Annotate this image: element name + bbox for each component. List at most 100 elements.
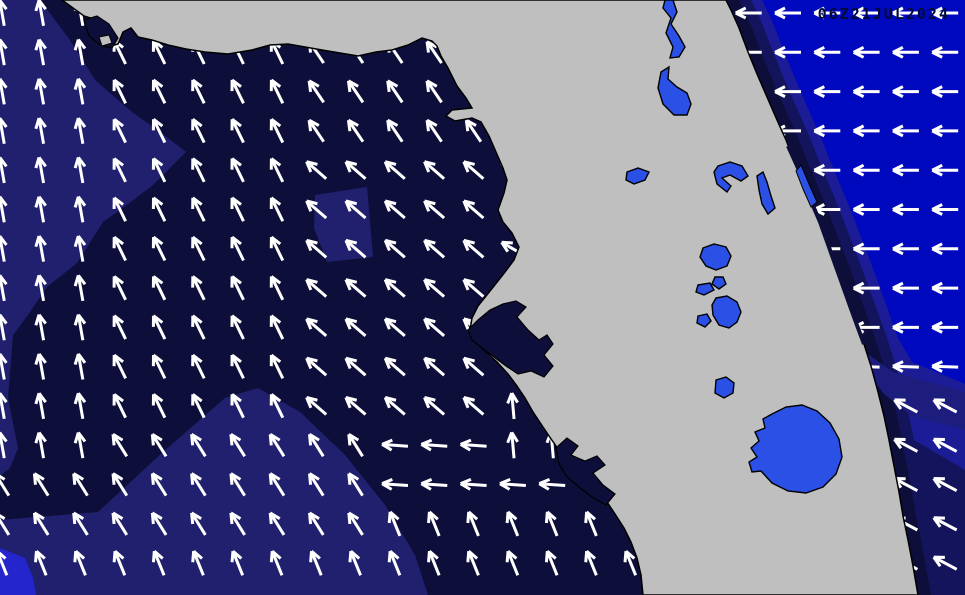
wind-arrow <box>931 321 959 334</box>
wind-arrow <box>423 199 446 220</box>
wind-arrow <box>230 275 245 301</box>
wind-arrow <box>73 392 87 420</box>
lake-hook <box>713 161 749 194</box>
wind-arrow <box>423 396 446 416</box>
wind-arrow <box>774 45 801 59</box>
wind-arrow <box>892 163 919 177</box>
wind-arrow <box>347 472 364 497</box>
wind-arrow <box>230 393 245 419</box>
wind-arrow <box>73 353 87 380</box>
wind-arrow <box>151 39 167 65</box>
wind-arrow <box>34 353 47 380</box>
wind-arrow <box>852 6 880 20</box>
wind-arrow <box>34 117 47 144</box>
wind-arrow <box>931 203 959 216</box>
wind-arrow <box>931 124 959 138</box>
wind-arrow <box>269 550 284 576</box>
wind-arrow <box>932 437 958 453</box>
wind-arrow <box>269 314 285 340</box>
wind-arrow <box>506 392 519 420</box>
wind-arrow <box>191 78 206 104</box>
wind-arrow <box>0 156 8 184</box>
wind-arrow <box>892 321 919 334</box>
wind-arrow <box>462 199 485 220</box>
wind-arrow <box>230 118 245 144</box>
wind-arrow <box>112 118 127 144</box>
wind-arrow <box>813 6 841 20</box>
wind-arrow <box>34 77 47 105</box>
wind-arrow <box>931 360 959 373</box>
charlotte-harbor <box>555 437 616 506</box>
wind-arrow <box>229 511 246 536</box>
wind-arrow <box>0 77 8 105</box>
tampa-bay <box>467 300 554 378</box>
wind-arrow <box>230 550 245 576</box>
wind-arrow <box>506 431 519 459</box>
wind-arrow <box>0 117 8 144</box>
wind-arrow <box>932 555 958 571</box>
lake-sliver <box>756 170 776 216</box>
wind-arrow <box>0 0 8 27</box>
wind-arrow <box>383 356 406 377</box>
wind-arrow <box>347 432 364 458</box>
wind-arrow <box>505 550 520 576</box>
wind-arrow <box>305 356 328 377</box>
wind-arrow <box>892 85 919 98</box>
wind-arrow <box>499 478 526 491</box>
wind-arrow <box>151 275 167 301</box>
wind-arrow <box>344 278 367 298</box>
florida-landmass <box>60 0 919 595</box>
wind-arrow <box>735 6 762 20</box>
wind-arrow <box>931 45 959 59</box>
wind-arrow <box>112 78 127 104</box>
wind-arrow <box>774 6 801 20</box>
wind-arrow <box>892 242 919 256</box>
wind-arrow <box>190 511 207 536</box>
wind-arrow <box>584 510 598 537</box>
wind-arrow <box>813 124 841 138</box>
wind-arrow <box>346 79 365 104</box>
wind-arrow <box>151 196 167 222</box>
wind-arrow <box>305 160 328 180</box>
wind-arrow <box>305 317 328 338</box>
wind-arrow <box>73 431 87 459</box>
wind-arrow <box>892 360 919 373</box>
wind-arrow <box>423 238 446 259</box>
wind-arrow <box>151 550 166 576</box>
wind-arrow <box>34 156 47 184</box>
wind-arrow <box>344 317 367 338</box>
wind-arrow <box>112 393 127 419</box>
lake-comma <box>699 243 732 271</box>
wind-arrow <box>462 396 485 416</box>
wind-arrow <box>150 472 168 497</box>
wind-arrow <box>34 235 47 262</box>
wind-arrow <box>931 6 959 20</box>
wind-arrow <box>151 314 167 340</box>
wind-arrow <box>459 478 487 491</box>
wind-arrow <box>269 353 285 380</box>
lake-george <box>657 65 692 116</box>
wind-arrow <box>269 118 285 144</box>
wind-arrow <box>383 317 406 338</box>
wind-arrow <box>305 278 328 298</box>
wind-arrow <box>423 278 446 298</box>
wind-arrow <box>931 85 959 98</box>
wind-arrow <box>813 85 841 98</box>
wind-arrow <box>544 510 559 537</box>
wind-arrow <box>423 317 446 338</box>
wind-arrow <box>151 235 167 262</box>
wind-arrow <box>34 274 47 302</box>
wind-arrow <box>112 275 127 301</box>
wind-arrow <box>308 511 325 536</box>
gulf-bright-corner-patch <box>0 548 36 595</box>
wind-arrow <box>111 472 129 497</box>
wind-arrow <box>230 353 245 380</box>
wind-arrow <box>425 118 443 143</box>
wind-arrow <box>73 274 87 302</box>
wind-arrow <box>813 45 841 59</box>
wind-arrow <box>268 511 286 536</box>
wind-arrow <box>0 274 8 302</box>
wind-arrow <box>307 118 325 143</box>
wind-arrow <box>346 118 365 143</box>
wind-arrow <box>852 281 880 295</box>
